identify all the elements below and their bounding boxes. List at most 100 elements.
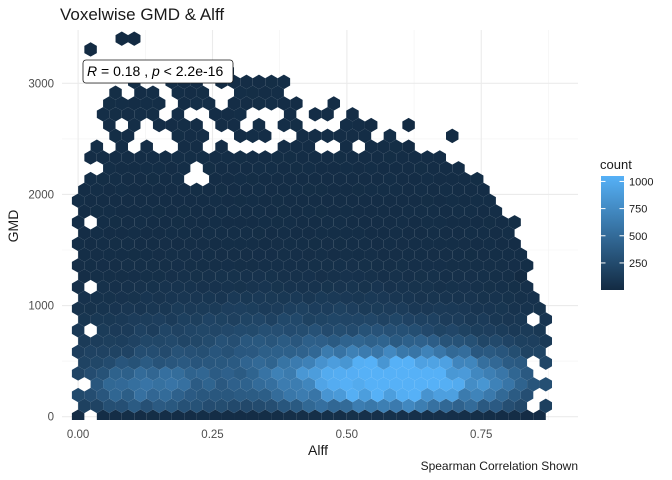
hexbin-cell bbox=[121, 344, 135, 360]
hexbin-cell bbox=[452, 182, 465, 198]
hexbin-cell bbox=[321, 301, 334, 316]
hexbin-cell bbox=[202, 96, 216, 111]
hexbin-cell bbox=[383, 236, 397, 252]
hexbin-cell bbox=[520, 344, 534, 360]
hexbin-cell bbox=[340, 225, 353, 241]
hexbin-cell bbox=[258, 301, 272, 316]
hexbin-cell bbox=[414, 182, 428, 198]
hexbin-cell bbox=[103, 377, 116, 392]
hexbin-cell bbox=[258, 85, 272, 100]
hexbin-cell bbox=[146, 107, 160, 122]
hexbin-cell bbox=[258, 279, 272, 295]
hexbin-cell bbox=[109, 193, 122, 208]
hexbin-cell bbox=[78, 333, 91, 349]
hexbin-cell bbox=[277, 269, 291, 284]
hexbin-cell bbox=[128, 398, 141, 414]
hexbin-cell bbox=[364, 117, 378, 133]
hexbin-cell bbox=[308, 279, 322, 295]
hexbin-cell bbox=[333, 215, 347, 230]
hexbin-cell bbox=[146, 301, 160, 316]
hexbin-cell bbox=[352, 290, 365, 306]
hexbin-cell bbox=[408, 323, 422, 338]
hexbin-cell bbox=[470, 279, 484, 295]
annotation-r-value: = 0.18 , bbox=[97, 63, 152, 79]
hexbin-cell bbox=[495, 258, 509, 273]
hexbin-cell bbox=[377, 355, 390, 370]
legend-title: count bbox=[600, 157, 632, 172]
hexbin-cell bbox=[371, 215, 384, 230]
hexbin-cell bbox=[483, 236, 496, 252]
hexbin-cell bbox=[446, 387, 459, 403]
hexbin-cell bbox=[134, 279, 147, 295]
hexbin-cell bbox=[177, 269, 191, 284]
hexbin-cell bbox=[414, 269, 428, 284]
hexbin-cell bbox=[246, 150, 259, 165]
hexbin-cell bbox=[240, 377, 253, 392]
hexbin-cell bbox=[152, 161, 166, 176]
hexbin-cell bbox=[508, 344, 521, 360]
hexbin-cell bbox=[240, 269, 253, 284]
hexbin-cell bbox=[333, 193, 347, 208]
hexbin-cell bbox=[71, 387, 85, 403]
hexbin-cell bbox=[265, 312, 278, 327]
hexbin-cell bbox=[196, 409, 210, 420]
hexbin-cell bbox=[128, 225, 141, 241]
hexbin-cell bbox=[152, 225, 166, 241]
hexbin-cell bbox=[477, 204, 490, 219]
hexbin-cell bbox=[346, 279, 359, 295]
hexbin-cell bbox=[115, 355, 129, 370]
hexbin-cell bbox=[321, 323, 334, 338]
hexbin-cell bbox=[483, 387, 496, 403]
hexbin-cell bbox=[271, 193, 284, 208]
hexbin-cell bbox=[146, 193, 160, 208]
hexbin-cell bbox=[346, 215, 359, 230]
hexbin-cell bbox=[358, 301, 372, 316]
hexbin-cell bbox=[152, 182, 166, 198]
hexbin-cell bbox=[402, 117, 415, 133]
hexbin-cell bbox=[470, 193, 484, 208]
hexbin-cell bbox=[115, 225, 129, 241]
hexbin-cell bbox=[358, 150, 372, 165]
hexbin-cell bbox=[502, 377, 515, 392]
legend-ticks: 250 500 750 1000 bbox=[601, 176, 653, 270]
hexbin-cell bbox=[252, 74, 266, 90]
hexbin-cell bbox=[90, 377, 104, 392]
hexbin-cell bbox=[364, 225, 378, 241]
hexbin-cell bbox=[103, 96, 116, 111]
hexbin-cell bbox=[240, 182, 253, 198]
hexbin-cell bbox=[209, 409, 222, 420]
hexbin-cell bbox=[283, 409, 297, 420]
hexbin-cell bbox=[265, 377, 278, 392]
hexbin-cell bbox=[296, 193, 309, 208]
hexbin-cell bbox=[209, 193, 222, 208]
hexbin-cell bbox=[234, 128, 247, 144]
hexbin-cell bbox=[165, 398, 178, 414]
hexbin-cell bbox=[352, 269, 365, 284]
hexbin-cell bbox=[258, 171, 272, 187]
hexbin-cell bbox=[340, 117, 353, 133]
hexbin-cell bbox=[302, 247, 316, 262]
hexbin-cell bbox=[433, 366, 447, 381]
hexbin-cell bbox=[290, 333, 303, 349]
hexbin-cell bbox=[78, 204, 91, 219]
hexbin-cell bbox=[508, 366, 521, 381]
hexbin-cell bbox=[470, 366, 484, 381]
hexbin-cell bbox=[96, 323, 110, 338]
hexbin-cell bbox=[177, 290, 191, 306]
hexbin-cell bbox=[96, 387, 110, 403]
hexbin-cell bbox=[389, 247, 403, 262]
hexbin-cell bbox=[84, 236, 97, 252]
hexbin-cell bbox=[327, 269, 341, 284]
hexbin-cell bbox=[315, 161, 328, 176]
hexbin-cell bbox=[446, 301, 459, 316]
hexbin-cell bbox=[252, 269, 266, 284]
hexbin-cell bbox=[271, 344, 284, 360]
hexbin-cell bbox=[221, 387, 235, 403]
hexbin-cell bbox=[84, 258, 97, 273]
hexbin-cell bbox=[152, 269, 166, 284]
hexbin-cell bbox=[396, 323, 409, 338]
hexbin-cell bbox=[396, 366, 409, 381]
hexbin-cell bbox=[134, 387, 147, 403]
hexbin-cell bbox=[508, 323, 521, 338]
hexbin-cell bbox=[140, 139, 153, 154]
